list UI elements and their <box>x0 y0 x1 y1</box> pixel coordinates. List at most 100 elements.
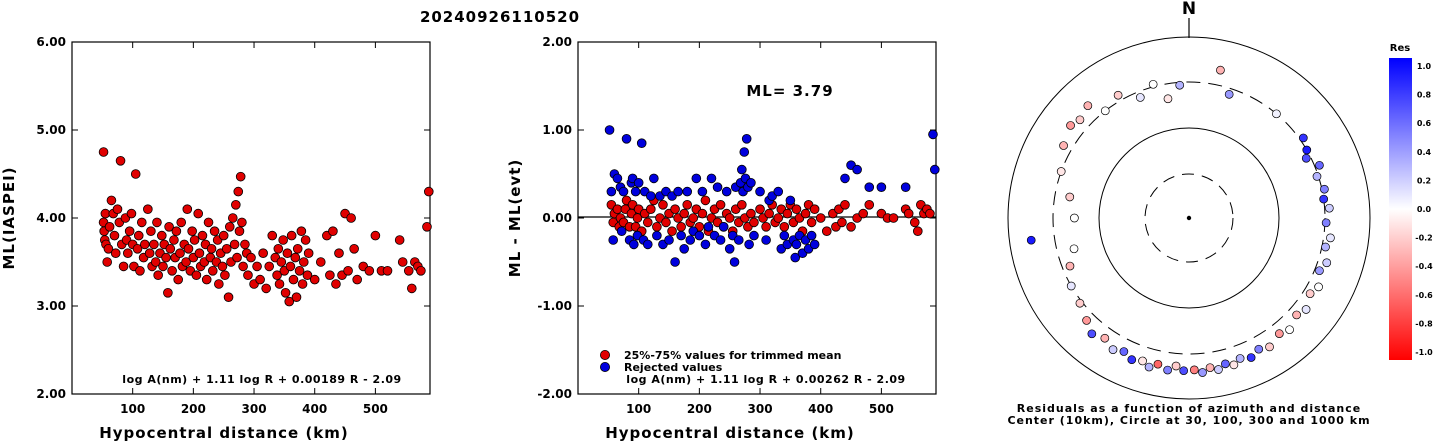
data-point <box>729 257 740 267</box>
data-point <box>240 239 250 250</box>
data-point <box>791 239 802 250</box>
data-point <box>630 186 641 197</box>
data-point <box>288 274 299 285</box>
formula-label: log A(nm) + 1.11 log R + 0.00189 R - 2.0… <box>122 373 401 386</box>
data-point <box>273 244 284 254</box>
data-point <box>218 230 229 241</box>
data-point <box>364 265 375 276</box>
data-point <box>238 261 248 272</box>
data-point <box>201 274 212 285</box>
data-point <box>604 125 615 135</box>
data-point <box>925 208 935 219</box>
data-point <box>621 134 632 144</box>
data-point <box>292 244 303 254</box>
data-point <box>140 239 150 250</box>
data-point <box>193 208 204 219</box>
data-point <box>161 252 171 263</box>
data-point <box>837 217 847 228</box>
data-point <box>661 217 671 228</box>
data-point <box>416 265 426 276</box>
outer-circle <box>1007 36 1371 400</box>
data-point <box>146 226 156 237</box>
data-point <box>343 265 353 276</box>
data-point <box>739 147 750 157</box>
station-residual-point <box>1065 192 1075 202</box>
data-point <box>737 200 747 210</box>
data-point <box>840 200 850 210</box>
data-point <box>612 173 623 184</box>
data-point <box>252 261 262 272</box>
data-point <box>616 226 627 237</box>
legend-marker-trimmed <box>600 349 611 360</box>
data-point <box>608 235 618 245</box>
data-point <box>688 213 699 223</box>
y-tick-label: 1.00 <box>542 123 572 137</box>
station-residual-point <box>1069 244 1079 254</box>
data-point <box>126 208 137 219</box>
data-point <box>642 217 653 228</box>
data-point <box>286 230 297 241</box>
data-point <box>876 182 887 193</box>
data-point <box>334 248 344 259</box>
y-axis-label: ML(IASPEI) <box>0 166 18 269</box>
data-point <box>636 138 647 149</box>
station-residual-point <box>1171 361 1181 371</box>
station-residual-point <box>1056 167 1066 176</box>
data-point <box>652 230 662 241</box>
data-point <box>169 235 179 245</box>
x-axis-label: Hypocentral distance (km) <box>99 424 349 441</box>
data-point <box>302 270 313 281</box>
station-residual-point <box>1298 133 1308 143</box>
station-residual-point <box>1059 141 1068 150</box>
station-residual-point <box>1285 325 1294 335</box>
data-point <box>110 248 121 259</box>
data-point <box>207 265 218 276</box>
data-point <box>912 226 923 237</box>
y-tick-label: 2.00 <box>36 387 66 401</box>
data-point <box>135 265 145 276</box>
residual-colorbar: Res 1.0 0.8 0.6 0.4 0.2 0.0 -0.2 -0.4 -0.6 -0.8 -1… <box>1389 43 1433 360</box>
data-point <box>298 257 309 267</box>
station-residual-point <box>1163 365 1172 375</box>
station-residual-point <box>1075 115 1085 125</box>
data-point <box>694 230 705 241</box>
station-residual-point <box>1320 184 1329 194</box>
data-point <box>98 147 109 157</box>
station-residual-point <box>1274 329 1284 338</box>
data-point <box>394 235 405 245</box>
data-point <box>100 208 111 219</box>
data-point <box>144 248 155 259</box>
colorbar-tick-label: 0.8 <box>1417 91 1432 100</box>
data-point <box>232 252 242 263</box>
data-point <box>664 235 674 245</box>
station-residual-point <box>1100 333 1110 343</box>
data-point <box>809 239 820 250</box>
x-tick-label: 100 <box>626 402 651 416</box>
data-point <box>280 287 291 298</box>
y-tick-label: 5.00 <box>36 123 66 137</box>
data-point <box>224 222 235 232</box>
data-point <box>103 244 114 254</box>
data-point <box>741 134 752 144</box>
data-point <box>733 235 744 245</box>
station-residual-point <box>1221 359 1230 369</box>
data-point <box>715 235 726 245</box>
data-point <box>309 274 320 285</box>
data-point <box>136 217 147 228</box>
x-tick-label: 100 <box>120 402 145 416</box>
data-point <box>755 186 765 197</box>
data-point <box>715 200 726 210</box>
data-point <box>703 222 714 232</box>
station-residual-point <box>1319 194 1329 204</box>
data-point <box>132 244 143 254</box>
data-point <box>181 257 191 267</box>
data-point <box>646 191 656 201</box>
data-point <box>291 292 302 303</box>
station-residual-point <box>1026 235 1036 245</box>
colorbar-tick-label: 0.2 <box>1417 176 1431 185</box>
data-point <box>773 186 784 197</box>
data-point <box>706 173 717 184</box>
data-point <box>790 252 801 263</box>
station-residual-point <box>1324 203 1334 213</box>
data-point <box>791 204 802 215</box>
